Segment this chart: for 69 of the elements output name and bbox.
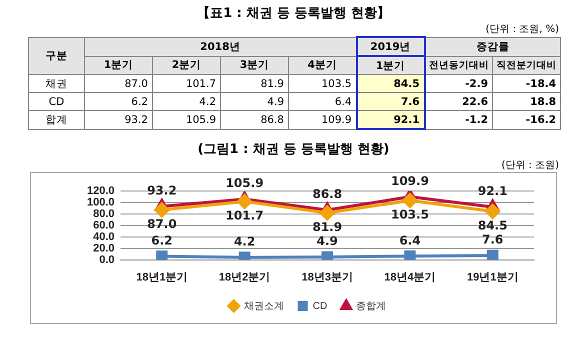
data-label: 86.8 — [220, 110, 288, 129]
legend-label: CD — [312, 300, 328, 312]
data-label: 103.5 — [288, 74, 357, 92]
x-tick-label: 전년동기대비 — [424, 56, 493, 74]
x-tick-label: 18년3분기 — [302, 271, 353, 284]
data-label: 81.9 — [312, 220, 342, 234]
data-label: 103.5 — [390, 208, 429, 222]
data-label: 81.9 — [220, 74, 288, 92]
y-tick-label: 합계 — [28, 110, 84, 129]
x-tick-label: 1분기 — [356, 56, 425, 74]
y-tick-label: 20.0 — [93, 242, 115, 254]
y-tick-label: 100.0 — [86, 196, 115, 208]
y-tick-label: 80.0 — [93, 208, 115, 220]
x-tick-label: 직전분기대비 — [492, 56, 561, 74]
x-tick-label: 18년2분기 — [218, 271, 270, 284]
data-label: 109.9 — [288, 110, 357, 129]
data-label: 105.9 — [152, 110, 220, 129]
legend-label: 종합계 — [356, 300, 386, 312]
x-tick-label: 1분기 — [84, 56, 152, 74]
chart-title: 【표1 : 채권 등 등록발행 현황】 — [196, 5, 391, 22]
data-label: 93.2 — [84, 110, 152, 129]
data-label: 7.6 — [356, 92, 425, 110]
data-label: 86.8 — [312, 187, 342, 202]
x-tick-label: 3분기 — [220, 56, 288, 74]
data-label: 84.5 — [478, 218, 508, 232]
y-tick-label: 40.0 — [93, 230, 115, 243]
data-label: 92.1 — [356, 110, 425, 129]
data-label: -1.2 — [424, 110, 493, 129]
x-tick-label: 4분기 — [288, 56, 357, 74]
data-label: 84.5 — [356, 74, 425, 92]
y-axis-title: 구분 — [28, 37, 84, 74]
y-tick-label: 0.0 — [99, 254, 115, 266]
data-label: 6.4 — [288, 92, 357, 110]
data-label: 22.6 — [424, 92, 493, 110]
y-tick-label: 120.0 — [86, 185, 115, 198]
data-label: 4.2 — [234, 234, 256, 249]
data-label: 92.1 — [478, 184, 508, 198]
data-label: 87.0 — [84, 74, 152, 92]
data-label: 6.2 — [84, 92, 152, 110]
text: (단위 : 조원, %) — [484, 23, 559, 36]
text: (단위 : 조원) — [500, 159, 559, 172]
text: 증감률 — [424, 37, 561, 56]
data-label: 101.7 — [152, 74, 220, 92]
text: 2019년 — [356, 37, 425, 56]
y-tick-label: 60.0 — [93, 219, 115, 232]
data-label: 4.9 — [220, 92, 288, 110]
data-label: 4.2 — [152, 92, 220, 110]
data-label: 105.9 — [226, 176, 264, 190]
data-label: 93.2 — [147, 183, 177, 198]
y-tick-label: CD — [28, 92, 84, 110]
x-tick-label: 19년1분기 — [466, 271, 518, 284]
data-label: 4.9 — [316, 234, 338, 248]
y-tick-label: 채권 — [28, 74, 84, 92]
data-label: -18.4 — [492, 74, 561, 92]
data-label: 6.2 — [151, 233, 173, 248]
data-label: -2.9 — [424, 74, 493, 92]
chart-title: (그림1 : 채권 등 등록발행 현황) — [196, 141, 390, 158]
x-tick-label: 2분기 — [152, 56, 220, 74]
text: 2018년 — [84, 37, 357, 56]
x-tick-label: 18년4분기 — [384, 271, 436, 284]
data-label: 109.9 — [390, 174, 429, 188]
data-label: 6.4 — [399, 233, 421, 248]
x-tick-label: 18년1분기 — [136, 271, 188, 284]
data-label: 87.0 — [147, 217, 177, 232]
data-label: -16.2 — [492, 110, 561, 129]
data-label: 7.6 — [482, 232, 504, 247]
data-label: 101.7 — [226, 208, 264, 223]
data-label: 18.8 — [492, 92, 561, 110]
legend-label: 채권소계 — [244, 300, 284, 312]
